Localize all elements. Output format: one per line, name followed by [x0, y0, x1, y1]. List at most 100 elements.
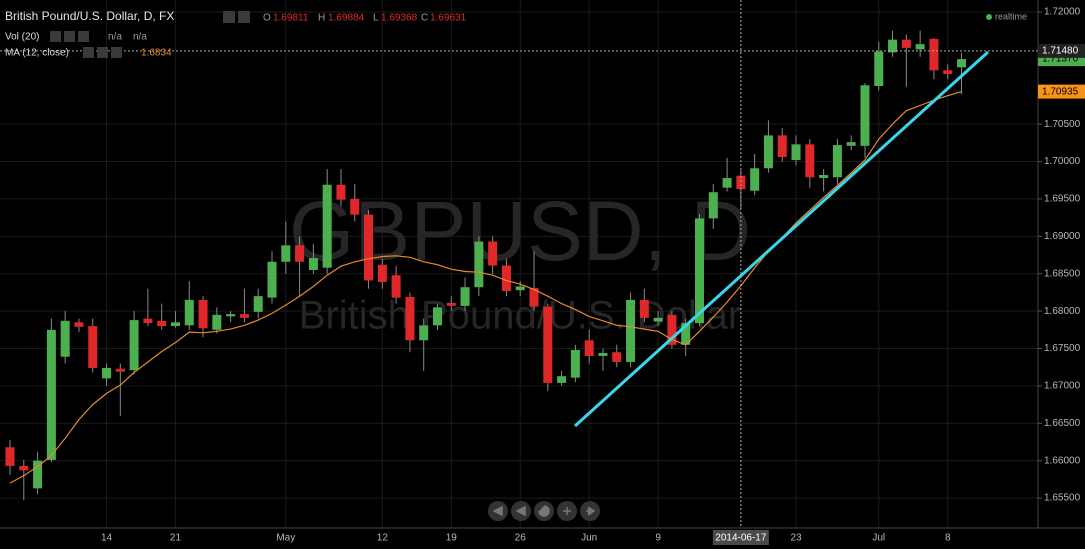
candle-body [501, 265, 511, 291]
x-tick-label: 12 [377, 533, 389, 544]
eye-button[interactable] [83, 47, 94, 58]
candle-body [281, 245, 291, 262]
candle-body [460, 287, 470, 306]
candle-body [322, 184, 332, 268]
watermark: GBPUSD, D [289, 184, 751, 278]
candle-body [446, 302, 456, 306]
candle-body [184, 299, 194, 326]
ma-price-label: 1.70935 [1042, 86, 1079, 97]
vol-value: n/a [108, 32, 122, 43]
candle-body [88, 326, 98, 368]
ohlc-value: 1.69368 [381, 13, 418, 24]
candle-body [515, 286, 525, 291]
candle-body [33, 460, 43, 489]
nav-icons [492, 505, 596, 517]
crosshair-price-label: 1.71480 [1042, 45, 1079, 56]
candle-body [198, 299, 208, 329]
y-tick-label: 1.72000 [1044, 7, 1081, 18]
candle-body [791, 144, 801, 161]
candle-body [239, 314, 249, 318]
candle-body [570, 350, 580, 378]
title-buttons[interactable] [223, 11, 250, 23]
candle-body [846, 142, 856, 146]
y-tick-label: 1.70000 [1044, 156, 1081, 167]
candle-body [5, 447, 15, 466]
candle-body [46, 329, 56, 460]
candle-body [557, 376, 567, 383]
ma-line [9, 91, 962, 484]
x-tick-label: 8 [945, 533, 951, 544]
x-tick-label: Jun [581, 533, 597, 544]
candle-body [19, 465, 29, 471]
candle-body [695, 218, 704, 324]
candle-body [543, 306, 553, 383]
candle-body [708, 192, 718, 219]
candle-body [901, 39, 911, 48]
vol-value: n/a [133, 32, 147, 43]
candle-body [957, 59, 967, 68]
candle-body [667, 314, 677, 345]
vol-buttons[interactable] [50, 31, 89, 42]
crosshair-date-label: 2014-06-17 [715, 533, 767, 544]
candle-body [60, 320, 70, 357]
candle-body [722, 177, 732, 188]
x-tick-label: 9 [655, 533, 661, 544]
candle-body [915, 44, 925, 50]
candle-body [750, 168, 760, 191]
candle-body [377, 264, 387, 282]
x-tick-label: 19 [446, 533, 458, 544]
eye-button[interactable] [223, 11, 235, 23]
x-tick-label: 23 [790, 533, 802, 544]
y-tick-label: 1.66000 [1044, 455, 1081, 466]
candle-body [212, 314, 222, 330]
candle-body [819, 175, 829, 178]
settings-button[interactable] [64, 31, 75, 42]
settings-button[interactable] [97, 47, 108, 58]
candle-body [681, 323, 691, 345]
candle-body [888, 39, 898, 53]
ohlc-letter: H [318, 13, 325, 24]
settings-button[interactable] [238, 11, 250, 23]
x-tick-label: Jul [872, 533, 885, 544]
candle-body [308, 258, 318, 270]
y-tick-label: 1.69500 [1044, 194, 1081, 205]
candle-body [129, 320, 139, 371]
candle-body [102, 367, 112, 379]
x-tick-label: May [276, 533, 295, 544]
candle-body [432, 307, 442, 326]
y-tick-label: 1.70500 [1044, 119, 1081, 130]
candle-body [226, 314, 236, 317]
ma-buttons[interactable] [83, 47, 122, 58]
y-tick-label: 1.68000 [1044, 306, 1081, 317]
candle-body [364, 214, 374, 281]
candle-body [336, 184, 346, 200]
crosshair-date-box [712, 530, 769, 545]
candle-body [763, 135, 773, 169]
trend-line[interactable] [573, 50, 990, 428]
plot [5, 30, 967, 501]
close-button[interactable] [111, 47, 122, 58]
x-tick-label: 26 [515, 533, 527, 544]
y-tick-label: 1.67000 [1044, 381, 1081, 392]
x-tick-label: 21 [170, 533, 182, 544]
candle-body [74, 322, 84, 327]
candle-body [598, 352, 608, 356]
ohlc-letter: O [263, 13, 271, 24]
candle-body [405, 296, 415, 341]
y-tick-label: 1.69000 [1044, 231, 1081, 242]
candle-body [529, 287, 539, 307]
close-button[interactable] [78, 31, 89, 42]
eye-button[interactable] [50, 31, 61, 42]
navigation[interactable] [488, 501, 600, 521]
candle-body [805, 144, 815, 178]
candle-body [639, 299, 649, 318]
candle-body [474, 241, 484, 288]
candle-body [653, 317, 663, 322]
candle-body [295, 245, 305, 262]
candle-body [488, 241, 498, 266]
ohlc-letter: C [421, 13, 428, 24]
x-tick-label: 14 [101, 533, 113, 544]
candle-body [874, 51, 884, 87]
candle-body [929, 38, 939, 71]
